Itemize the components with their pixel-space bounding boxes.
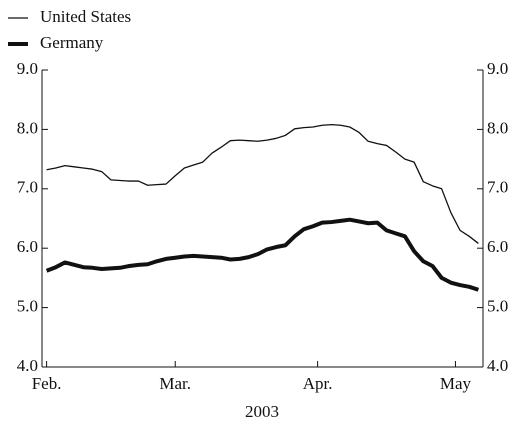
line-series	[45, 217, 480, 292]
x-tick-label: Feb.	[32, 374, 62, 393]
y-tick-label: 6.0	[17, 237, 38, 256]
line-series	[46, 123, 479, 244]
x-axis-label: 2003	[245, 402, 279, 421]
x-tick-label: Mar.	[159, 374, 191, 393]
x-tick-label: Apr.	[303, 374, 333, 393]
y2-tick-label: 9.0	[487, 59, 508, 78]
y2-tick-label: 4.0	[487, 356, 508, 375]
y2-tick-label: 7.0	[487, 178, 508, 197]
y-tick-label: 7.0	[17, 178, 38, 197]
y-tick-label: 9.0	[17, 59, 38, 78]
y-tick-label: 4.0	[17, 356, 38, 375]
legend-label: United States	[40, 7, 131, 26]
y-tick-label: 5.0	[17, 297, 38, 316]
legend-label: Germany	[40, 33, 104, 52]
y-tick-label: 8.0	[17, 118, 38, 137]
x-tick-label: May	[440, 374, 472, 393]
y2-tick-label: 6.0	[487, 237, 508, 256]
y2-tick-label: 5.0	[487, 297, 508, 316]
y2-tick-label: 8.0	[487, 118, 508, 137]
